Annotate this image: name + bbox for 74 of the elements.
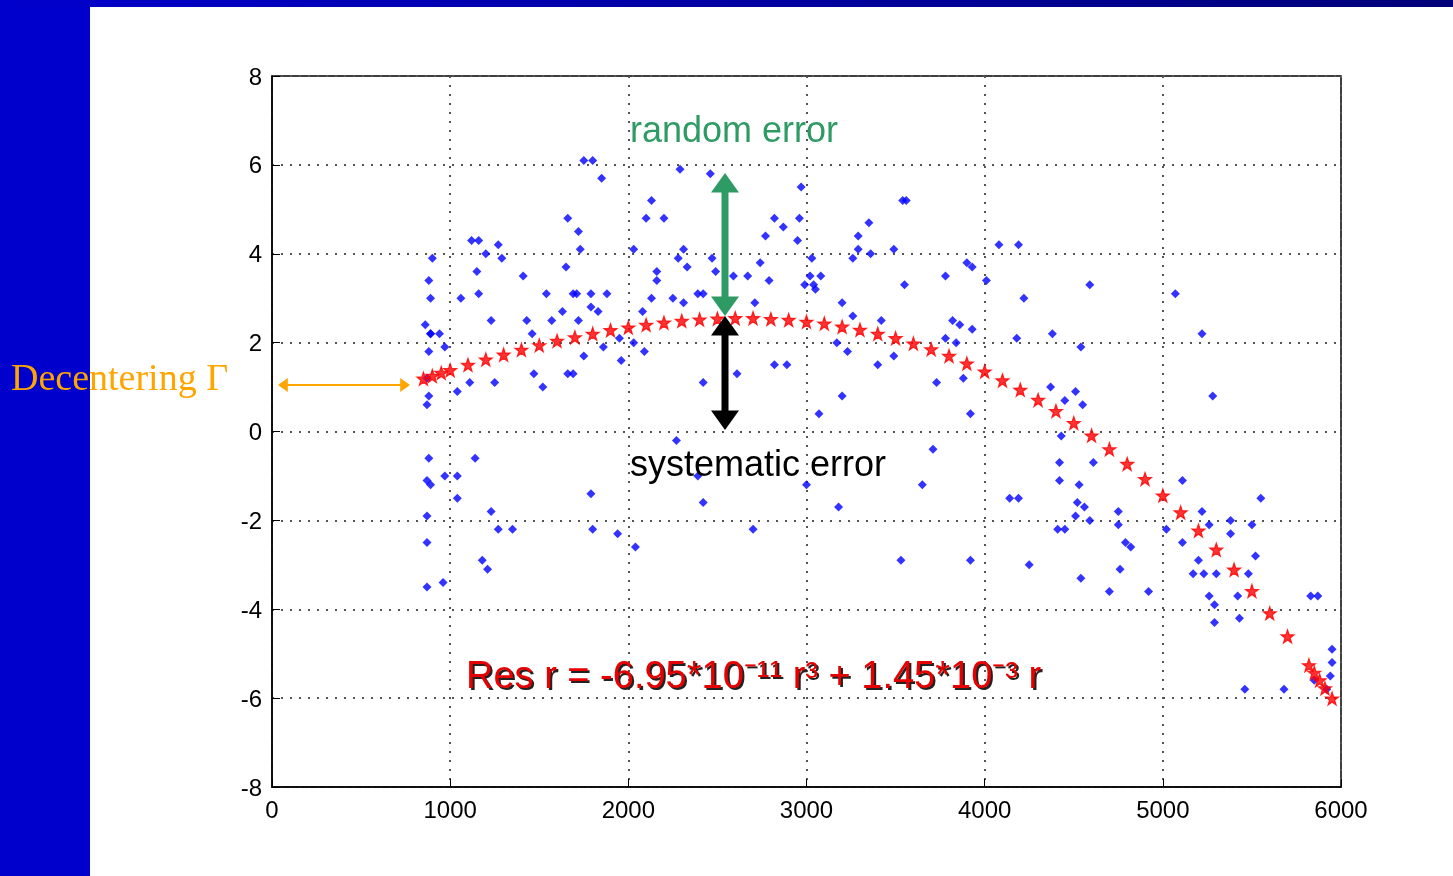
point [1048, 403, 1064, 419]
y-tick-label: 2 [248, 329, 262, 357]
point [639, 317, 654, 332]
x-tick-label: 5000 [1136, 795, 1190, 823]
y-tick-label: -2 [240, 506, 262, 534]
point [1324, 691, 1340, 706]
point [567, 330, 582, 345]
point [977, 364, 992, 379]
point [1155, 488, 1170, 503]
y-tick-label: 8 [248, 62, 262, 90]
y-tick-label: -6 [240, 684, 262, 712]
annotation: Res r = -6.95*10⁻¹¹ r³ + 1.45*10⁻³ r [466, 654, 1042, 696]
point [460, 357, 476, 372]
point [514, 342, 529, 357]
point [1173, 505, 1188, 520]
point [728, 311, 743, 326]
point [835, 319, 850, 334]
y-tick-label: -4 [240, 595, 262, 623]
point [603, 323, 618, 338]
point [434, 365, 449, 380]
x-tick-label: 0 [265, 795, 279, 823]
annotation: systematic error [630, 443, 887, 484]
point [496, 347, 511, 362]
point [1262, 606, 1277, 621]
point [924, 342, 939, 357]
x-tick-label: 3000 [779, 795, 834, 823]
y-tick-label: 6 [248, 151, 262, 179]
point [995, 373, 1010, 388]
point [656, 315, 672, 330]
x-tick-label: 2000 [601, 795, 656, 823]
point [1317, 681, 1333, 696]
point [478, 352, 493, 367]
annotation: random error [630, 109, 839, 150]
point [1066, 415, 1081, 431]
point [781, 312, 796, 328]
point [1280, 629, 1295, 644]
point [817, 316, 832, 331]
point [1102, 442, 1117, 457]
point [763, 311, 778, 327]
point [1244, 583, 1260, 599]
point [852, 322, 868, 337]
point [1137, 471, 1153, 487]
x-tick-label: 1000 [423, 795, 477, 823]
y-tick-label: 4 [248, 240, 262, 268]
point [1209, 542, 1224, 557]
point [941, 348, 957, 364]
point [1312, 673, 1327, 688]
point [425, 368, 440, 384]
point [799, 314, 814, 329]
point [416, 371, 431, 386]
y-tick-label: -8 [240, 773, 262, 801]
point [692, 312, 707, 327]
point [443, 363, 458, 378]
point [870, 326, 885, 341]
point [745, 311, 761, 326]
x-tick-label: 6000 [1314, 795, 1368, 823]
point [1307, 665, 1322, 680]
point [1013, 382, 1028, 397]
x-tick-label: 4000 [957, 795, 1012, 823]
point [1227, 562, 1242, 577]
point [906, 336, 921, 351]
y-tick-label: 0 [248, 418, 262, 445]
point [1120, 456, 1135, 472]
point [621, 320, 636, 335]
point [1084, 428, 1099, 443]
point [1191, 523, 1206, 538]
point [585, 326, 600, 341]
point [888, 331, 903, 346]
point [959, 356, 974, 371]
point [1301, 658, 1317, 673]
point [549, 333, 565, 348]
point [1031, 392, 1046, 408]
point [532, 338, 547, 353]
point [674, 313, 689, 328]
